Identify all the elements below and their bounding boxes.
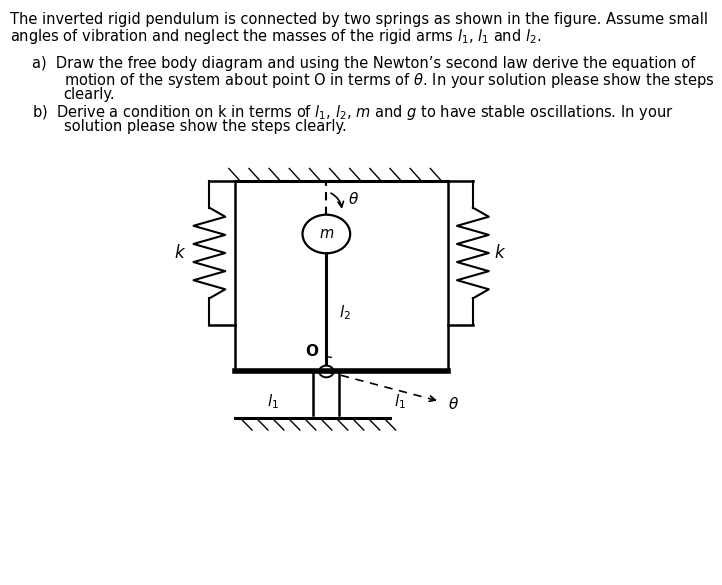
Text: b)  Derive a condition on k in terms of $l_1$, $l_2$, $m$ and $g$ to have stable: b) Derive a condition on k in terms of $… — [32, 103, 674, 122]
Text: clearly.: clearly. — [64, 87, 116, 102]
Text: $m$: $m$ — [318, 226, 334, 242]
Text: $l_2$: $l_2$ — [339, 303, 351, 322]
Text: $l_1$: $l_1$ — [267, 392, 279, 411]
Text: The inverted rigid pendulum is connected by two springs as shown in the figure. : The inverted rigid pendulum is connected… — [10, 12, 708, 27]
Text: $\theta$: $\theta$ — [348, 191, 359, 207]
Text: motion of the system about point O in terms of $\theta$. In your solution please: motion of the system about point O in te… — [64, 71, 714, 90]
Text: O: O — [305, 343, 318, 359]
Text: solution please show the steps clearly.: solution please show the steps clearly. — [64, 119, 347, 134]
Text: a)  Draw the free body diagram and using the Newton’s second law derive the equa: a) Draw the free body diagram and using … — [32, 56, 696, 71]
Text: $k$: $k$ — [495, 244, 506, 262]
Text: angles of vibration and neglect the masses of the rigid arms $l_1$, $l_1$ and $l: angles of vibration and neglect the mass… — [10, 27, 541, 46]
Text: $l_1$: $l_1$ — [394, 392, 406, 411]
Text: $k$: $k$ — [175, 244, 186, 262]
Text: $\theta$: $\theta$ — [448, 395, 459, 412]
